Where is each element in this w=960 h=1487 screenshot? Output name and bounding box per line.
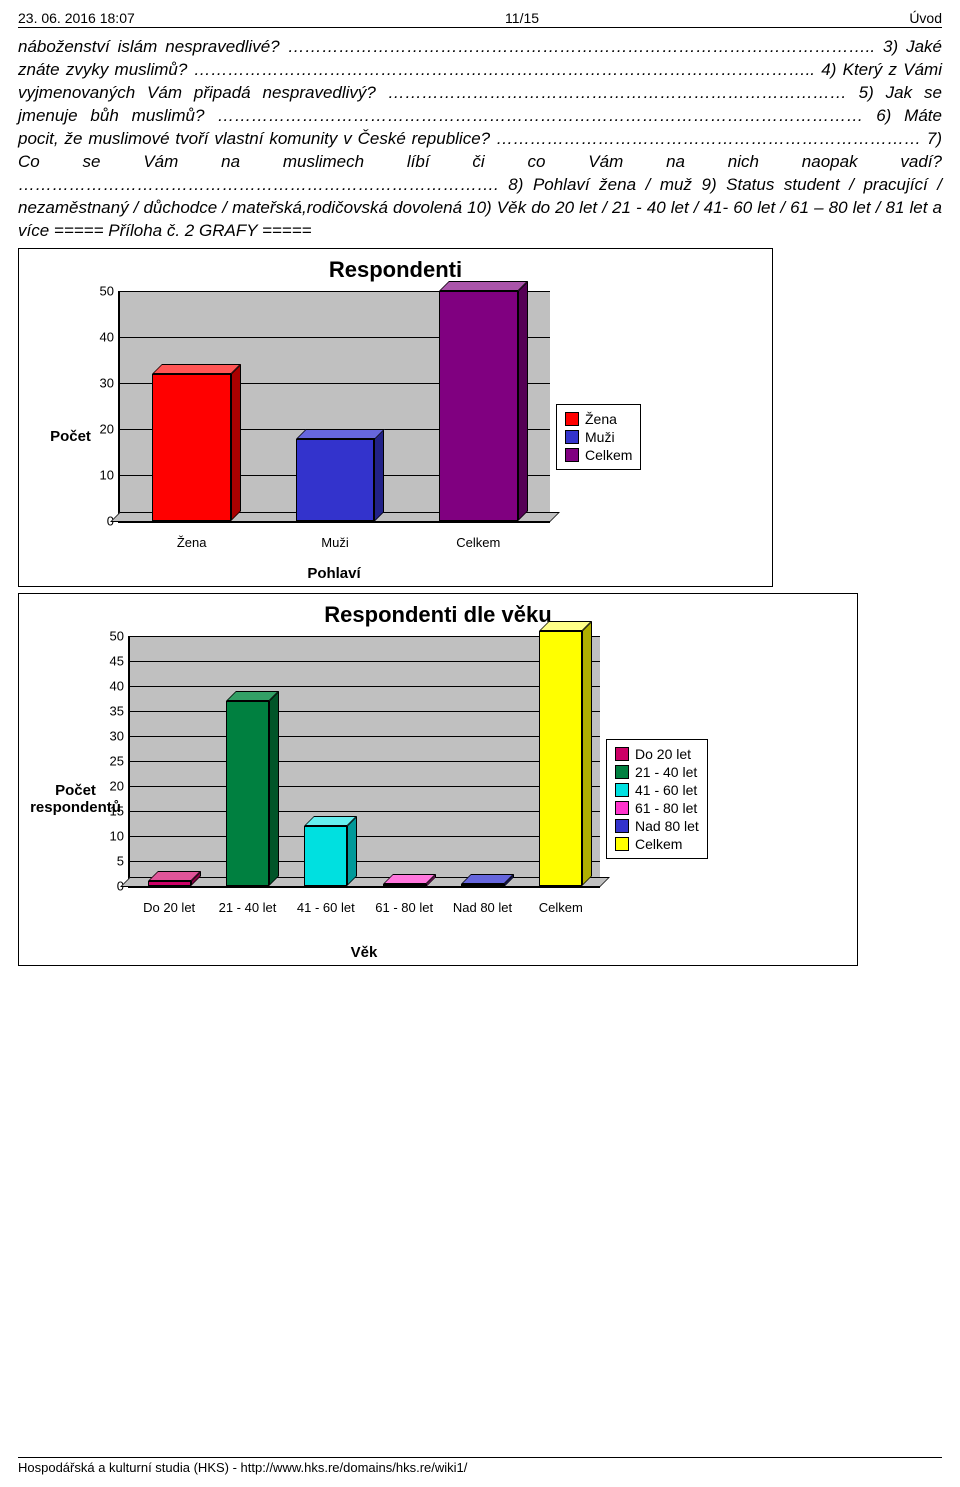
- dots: …………………………………………………………………: [496, 129, 921, 148]
- y-tick-label: 40: [100, 330, 120, 345]
- bar: [439, 291, 518, 521]
- gridline: [130, 861, 600, 862]
- question-text: náboženství islám nespravedlivé? ……………………: [18, 36, 942, 242]
- dots: ………………………………………………………………………: [388, 83, 847, 102]
- legend-swatch: [565, 448, 579, 462]
- bar: [226, 701, 269, 886]
- legend-item: Žena: [565, 411, 632, 427]
- gridline: [130, 761, 600, 762]
- y-tick-label: 30: [110, 729, 130, 744]
- dots: ………………………………………………………………………………………………..: [194, 60, 815, 79]
- bar: [296, 439, 375, 522]
- x-category-label: Muži: [321, 521, 348, 550]
- dots: ………………………………………………………………………….: [18, 175, 499, 194]
- x-category-label: 21 - 40 let: [208, 886, 286, 915]
- chart-respondenti-vek: Respondenti dle věku Počet respondentů 0…: [18, 593, 858, 966]
- y-tick-label: 50: [110, 629, 130, 644]
- gridline: [130, 711, 600, 712]
- legend-swatch: [565, 412, 579, 426]
- gridline: [130, 686, 600, 687]
- x-category-label: 61 - 80 let: [365, 886, 443, 915]
- bar: [304, 826, 347, 886]
- y-tick-label: 20: [110, 779, 130, 794]
- gridline: [130, 736, 600, 737]
- x-category-label: 41 - 60 let: [287, 886, 365, 915]
- plot-area: 01020304050ŽenaMužiCelkem: [118, 291, 550, 523]
- y-tick-label: 25: [110, 754, 130, 769]
- legend-label: Celkem: [635, 836, 682, 852]
- y-tick-label: 45: [110, 654, 130, 669]
- x-category-label: Celkem: [456, 521, 500, 550]
- y-tick-label: 5: [117, 854, 130, 869]
- legend-label: Do 20 let: [635, 746, 691, 762]
- gridline: [130, 636, 600, 637]
- legend-item: 41 - 60 let: [615, 782, 699, 798]
- bar: [152, 374, 231, 521]
- plot-area: 05101520253035404550Do 20 let21 - 40 let…: [128, 636, 600, 888]
- x-category-label: Do 20 let: [130, 886, 208, 915]
- bar: [539, 631, 582, 886]
- page-footer: Hospodářská a kulturní studia (HKS) - ht…: [18, 1457, 942, 1475]
- header-left: 23. 06. 2016 18:07: [18, 10, 135, 26]
- legend-swatch: [615, 783, 629, 797]
- legend-label: Žena: [585, 411, 617, 427]
- legend-item: Celkem: [565, 447, 632, 463]
- legend-label: Muži: [585, 429, 615, 445]
- legend-label: 61 - 80 let: [635, 800, 697, 816]
- legend-label: 21 - 40 let: [635, 764, 697, 780]
- legend-item: Muži: [565, 429, 632, 445]
- legend-swatch: [615, 765, 629, 779]
- legend-label: 41 - 60 let: [635, 782, 697, 798]
- legend: Žena Muži Celkem: [556, 404, 641, 470]
- page-header: 23. 06. 2016 18:07 11/15 Úvod: [18, 10, 942, 28]
- x-category-label: Celkem: [522, 886, 600, 915]
- chart-title: Respondenti: [23, 257, 768, 283]
- legend-swatch: [565, 430, 579, 444]
- gridline: [130, 661, 600, 662]
- legend: Do 20 let 21 - 40 let 41 - 60 let 61 - 80 l…: [606, 739, 708, 859]
- legend-label: Celkem: [585, 447, 632, 463]
- dots: …………………………………………………………………………………………..: [288, 37, 875, 56]
- legend-swatch: [615, 819, 629, 833]
- y-tick-label: 10: [100, 468, 120, 483]
- legend-swatch: [615, 747, 629, 761]
- legend-item: Do 20 let: [615, 746, 699, 762]
- header-right: Úvod: [909, 10, 942, 26]
- y-tick-label: 20: [100, 422, 120, 437]
- legend-swatch: [615, 837, 629, 851]
- x-axis-label: Pohlaví: [118, 565, 550, 582]
- q-line: náboženství islám nespravedlivé?: [18, 37, 280, 56]
- dots: ……………………………………………………………………………………………………: [217, 106, 863, 125]
- x-category-label: Nad 80 let: [443, 886, 521, 915]
- gridline: [130, 811, 600, 812]
- header-center: 11/15: [505, 10, 539, 26]
- gridline: [130, 786, 600, 787]
- x-axis-label: Věk: [128, 944, 600, 961]
- legend-item: 21 - 40 let: [615, 764, 699, 780]
- y-tick-label: 30: [100, 376, 120, 391]
- y-tick-label: 35: [110, 704, 130, 719]
- legend-label: Nad 80 let: [635, 818, 699, 834]
- gridline: [130, 836, 600, 837]
- y-tick-label: 50: [100, 284, 120, 299]
- legend-swatch: [615, 801, 629, 815]
- y-tick-label: 15: [110, 804, 130, 819]
- y-tick-label: 40: [110, 679, 130, 694]
- legend-item: Nad 80 let: [615, 818, 699, 834]
- x-category-label: Žena: [177, 521, 207, 550]
- y-tick-label: 10: [110, 829, 130, 844]
- chart-title: Respondenti dle věku: [23, 602, 853, 628]
- chart-respondenti: Respondenti Počet 01020304050ŽenaMužiCel…: [18, 248, 773, 587]
- legend-item: Celkem: [615, 836, 699, 852]
- legend-item: 61 - 80 let: [615, 800, 699, 816]
